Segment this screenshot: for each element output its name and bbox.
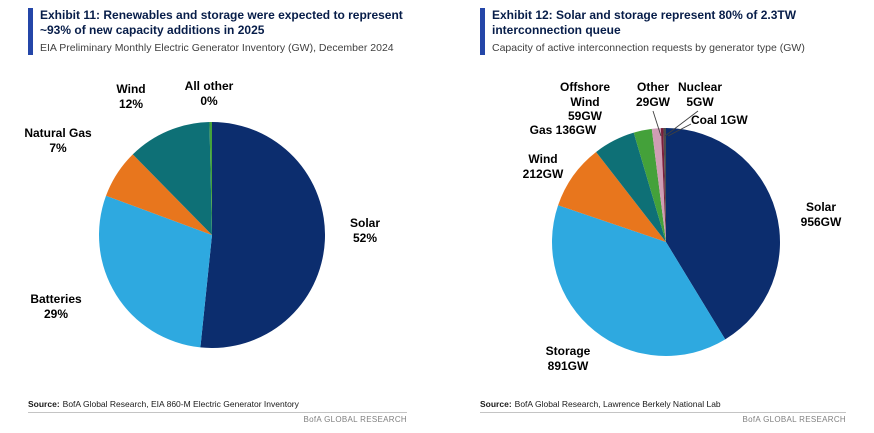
source-label: Source: bbox=[28, 399, 60, 409]
exhibit-12-subtitle: Capacity of active interconnection reque… bbox=[492, 42, 805, 54]
pie-chart-exhibit-12 bbox=[552, 128, 780, 356]
bofa-global-research-brand: BofA GLOBAL RESEARCH bbox=[742, 415, 846, 424]
pie-slice-wind bbox=[132, 122, 212, 235]
exhibit-11-panel: Exhibit 11: Renewables and storage were … bbox=[24, 8, 424, 424]
footer-divider bbox=[480, 412, 846, 413]
bofa-global-research-brand: BofA GLOBAL RESEARCH bbox=[303, 415, 407, 424]
pie-slice-nuclear bbox=[660, 128, 666, 242]
exhibit-12-title: Exhibit 12: Solar and storage represent … bbox=[492, 8, 797, 37]
pie1-label-all-other: All other 0% bbox=[184, 79, 234, 108]
pie2-label-nuclear: Nuclear 5GW bbox=[677, 80, 723, 109]
pie-slice-wind bbox=[558, 151, 666, 242]
pie-slice-gas bbox=[596, 132, 666, 242]
pie2-label-storage: Storage 891GW bbox=[545, 344, 591, 373]
exhibit-12-accent-bar bbox=[480, 8, 485, 55]
pie1-label-natural-gas: Natural Gas 7% bbox=[24, 126, 92, 155]
pie2-label-wind: Wind 212GW bbox=[522, 152, 564, 181]
exhibit-11-header: Exhibit 11: Renewables and storage were … bbox=[28, 8, 424, 55]
exhibit-11-subtitle: EIA Preliminary Monthly Electric Generat… bbox=[40, 42, 394, 54]
exhibit-12-source: Source: BofA Global Research, Lawrence Be… bbox=[480, 399, 721, 410]
pie-slice-solar bbox=[200, 122, 325, 348]
pie2-label-solar: Solar 956GW bbox=[800, 200, 842, 229]
pie-chart-exhibit-11 bbox=[99, 122, 325, 348]
pie-slice-other bbox=[651, 128, 666, 242]
pie2-label-coal: Coal 1GW bbox=[691, 113, 748, 127]
pie1-label-wind: Wind 12% bbox=[116, 82, 146, 111]
exhibit-11-title: Exhibit 11: Renewables and storage were … bbox=[40, 8, 403, 37]
pie2-label-offshore-wind: Offshore Wind 59GW bbox=[559, 80, 610, 123]
exhibit-11-accent-bar bbox=[28, 8, 33, 55]
pie2-label-other: Other 29GW bbox=[635, 80, 670, 109]
pie-slice-natural-gas bbox=[106, 154, 212, 235]
pie2-label-gas: Gas 136GW bbox=[529, 123, 597, 137]
exhibit-11-source: Source: BofA Global Research, EIA 860-M E… bbox=[28, 399, 299, 410]
source-label: Source: bbox=[480, 399, 512, 409]
exhibit-11-header-text: Exhibit 11: Renewables and storage were … bbox=[40, 8, 424, 55]
pie-slice-coal bbox=[663, 128, 666, 242]
pie-slice-batteries bbox=[99, 195, 212, 348]
exhibit-12-panel: Exhibit 12: Solar and storage represent … bbox=[437, 0, 874, 433]
pie-slice-solar bbox=[666, 128, 780, 340]
pie1-label-batteries: Batteries 29% bbox=[30, 292, 82, 321]
pie1-label-solar: Solar 52% bbox=[349, 216, 380, 245]
source-text: BofA Global Research, Lawrence Berkely N… bbox=[514, 399, 721, 409]
footer-divider bbox=[28, 412, 407, 413]
exhibit-12-header: Exhibit 12: Solar and storage represent … bbox=[480, 8, 862, 55]
pie-slice-all-other bbox=[209, 122, 212, 235]
source-text: BofA Global Research, EIA 860-M Electric… bbox=[62, 399, 299, 409]
pie-slice-offshore-wind bbox=[633, 128, 666, 242]
pie-slice-storage bbox=[552, 205, 726, 356]
exhibit-12-header-text: Exhibit 12: Solar and storage represent … bbox=[492, 8, 862, 55]
